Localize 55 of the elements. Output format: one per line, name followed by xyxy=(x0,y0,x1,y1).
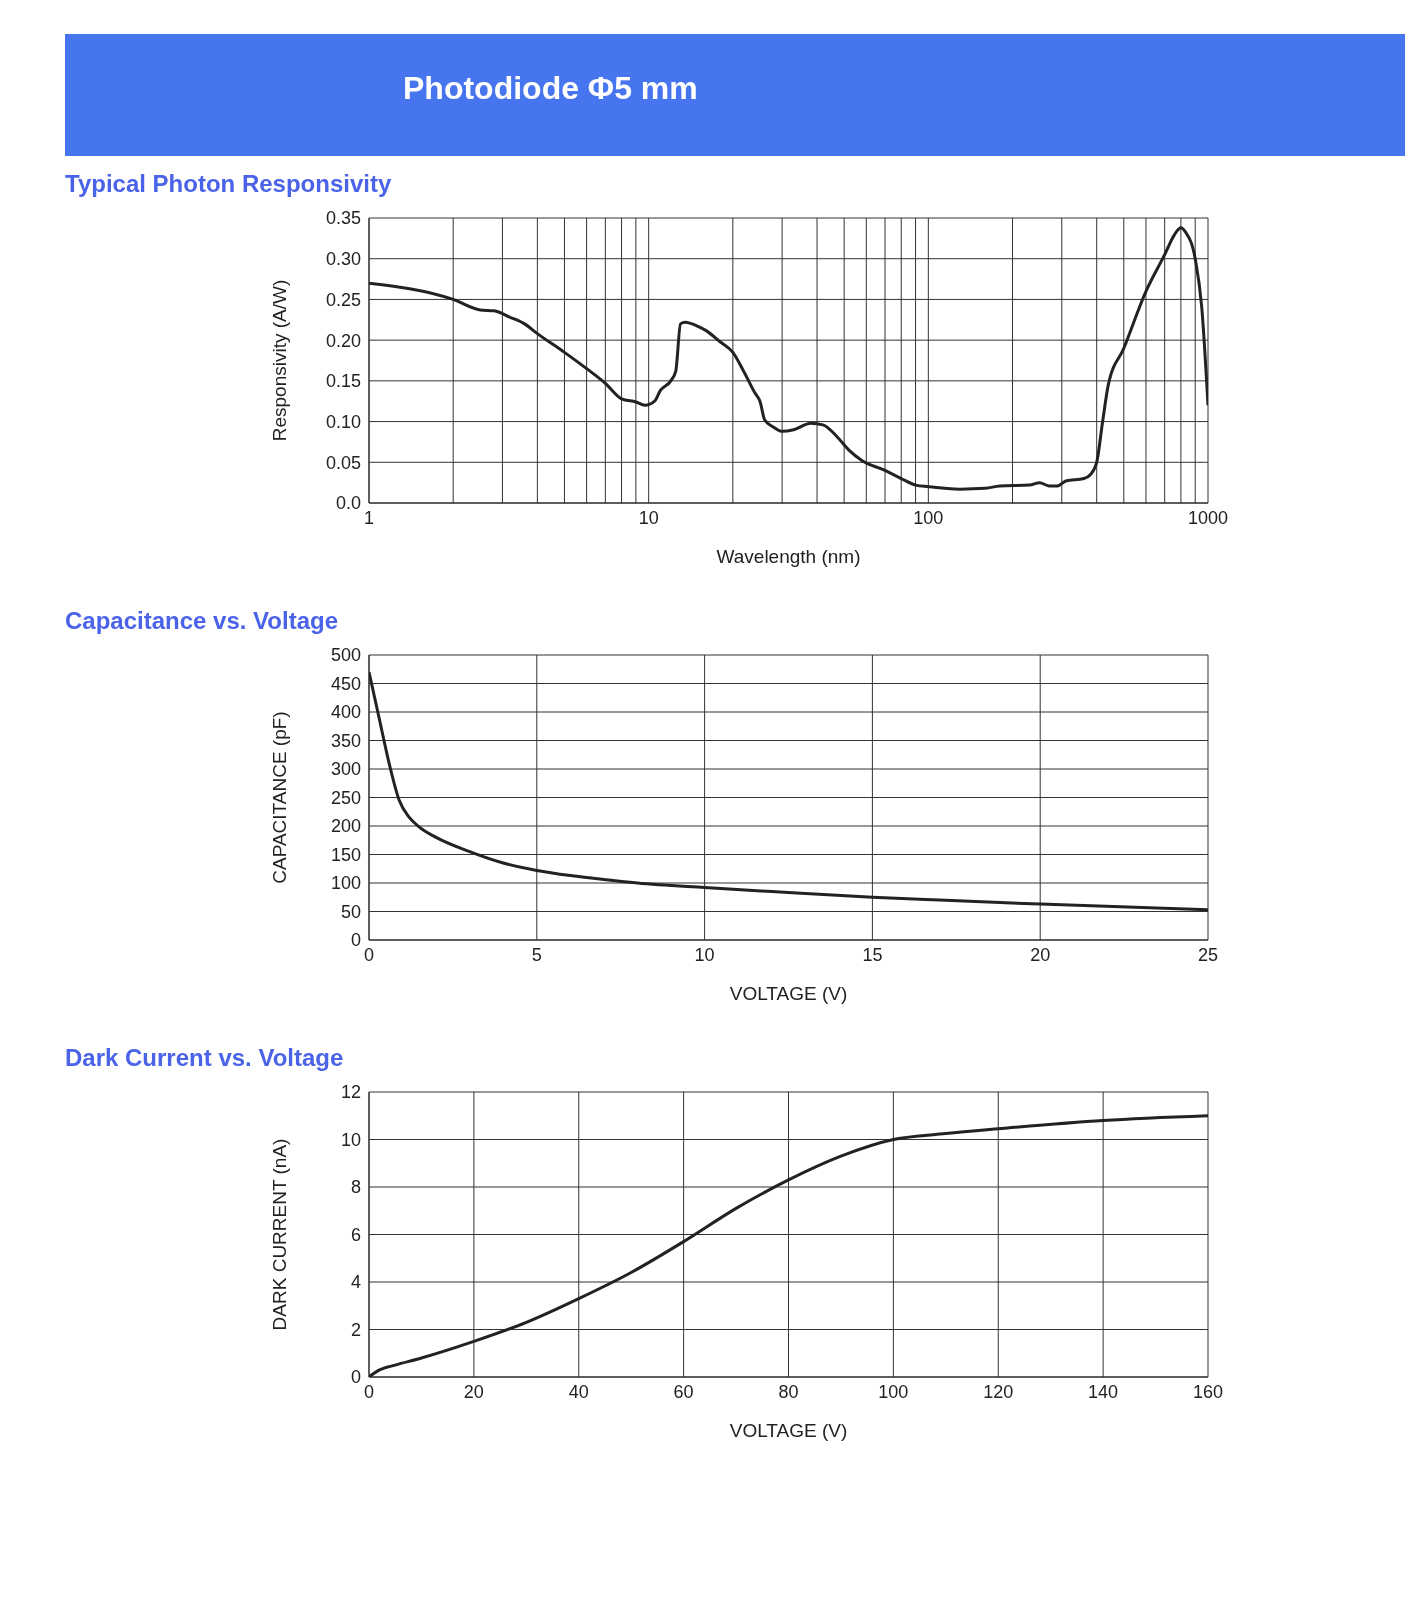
chart-title: Capacitance vs. Voltage xyxy=(65,607,339,635)
y-tick-label: 2 xyxy=(350,1319,361,1340)
y-tick-label: 6 xyxy=(350,1224,361,1245)
x-axis-title: VOLTAGE (V) xyxy=(729,1420,848,1441)
x-tick-label: 1000 xyxy=(1187,507,1229,528)
x-tick-label: 80 xyxy=(778,1381,799,1402)
y-tick-label: 8 xyxy=(350,1177,361,1198)
y-tick-label: 250 xyxy=(330,787,361,808)
x-axis-title: VOLTAGE (V) xyxy=(729,983,848,1004)
x-tick-label: 20 xyxy=(463,1381,484,1402)
x-tick-label: 100 xyxy=(913,507,944,528)
y-tick-label: 150 xyxy=(330,844,361,865)
x-tick-label: 40 xyxy=(568,1381,589,1402)
y-tick-label: 500 xyxy=(330,645,361,666)
x-tick-label: 5 xyxy=(531,944,542,965)
y-tick-label: 0.0 xyxy=(335,493,361,514)
x-tick-label: 140 xyxy=(1088,1381,1119,1402)
x-tick-label: 0 xyxy=(363,1381,375,1402)
x-tick-label: 20 xyxy=(1030,944,1051,965)
y-tick-label: 4 xyxy=(350,1272,361,1293)
y-axis-title: CAPACITANCE (pF) xyxy=(268,711,290,884)
x-axis-title: Wavelength (nm) xyxy=(716,546,861,567)
chart-title: Typical Photon Responsivity xyxy=(65,170,393,198)
y-tick-label: 10 xyxy=(340,1129,361,1150)
y-tick-label: 0.20 xyxy=(325,330,361,351)
y-tick-label: 0 xyxy=(350,930,361,951)
y-tick-label: 100 xyxy=(330,873,361,894)
text: Photodiode Φ5 mm xyxy=(403,70,698,107)
y-tick-label: 200 xyxy=(330,816,361,837)
x-tick-label: 160 xyxy=(1192,1381,1224,1402)
y-tick-label: 0 xyxy=(350,1367,361,1388)
y-tick-label: 50 xyxy=(340,901,361,922)
chart-title: Dark Current vs. Voltage xyxy=(65,1044,345,1072)
x-tick-label: 0 xyxy=(363,944,375,965)
y-tick-label: 0.15 xyxy=(325,371,361,392)
y-tick-label: 300 xyxy=(330,759,361,780)
y-axis-title: DARK CURRENT (nA) xyxy=(268,1138,290,1331)
x-tick-label: 120 xyxy=(983,1381,1014,1402)
y-tick-label: 450 xyxy=(330,673,361,694)
y-tick-label: 0.25 xyxy=(325,289,361,310)
y-tick-label: 0.10 xyxy=(325,411,361,432)
x-tick-label: 15 xyxy=(862,944,883,965)
x-tick-label: 10 xyxy=(694,944,715,965)
y-tick-label: 0.35 xyxy=(325,208,361,229)
y-tick-label: 0.05 xyxy=(325,452,361,473)
x-tick-label: 25 xyxy=(1197,944,1219,965)
x-tick-label: 60 xyxy=(673,1381,694,1402)
y-tick-label: 350 xyxy=(330,730,361,751)
x-tick-label: 10 xyxy=(638,507,659,528)
y-tick-label: 400 xyxy=(330,702,361,723)
y-tick-label: 12 xyxy=(340,1082,361,1103)
x-tick-label: 100 xyxy=(878,1381,909,1402)
x-tick-label: 1 xyxy=(363,507,375,528)
y-tick-label: 0.30 xyxy=(325,249,361,270)
y-axis-title: Responsivity (A/W) xyxy=(268,279,290,442)
